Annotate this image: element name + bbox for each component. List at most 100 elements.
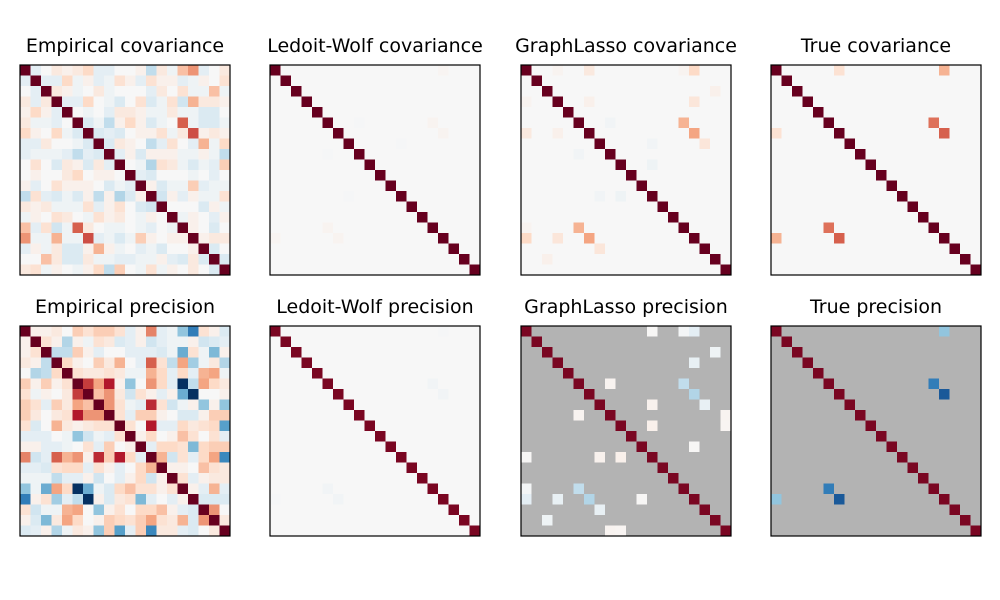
heatmap-cell: [897, 504, 908, 516]
heatmap-cell: [876, 515, 887, 526]
heatmap-cell: [552, 483, 564, 495]
heatmap-cell: [135, 149, 147, 160]
heatmap-cell: [689, 504, 700, 516]
heatmap-cell: [710, 389, 721, 400]
heatmap-cell: [385, 264, 397, 276]
heatmap-cell: [710, 222, 721, 234]
heatmap-cell: [333, 212, 344, 223]
heatmap-cell: [62, 483, 73, 495]
heatmap-cell: [949, 233, 961, 244]
heatmap-cell: [104, 410, 115, 421]
heatmap-cell: [280, 378, 292, 390]
heatmap-cell: [970, 233, 982, 244]
heatmap-cell: [62, 389, 73, 400]
heatmap-cell: [781, 326, 793, 337]
heatmap-cell: [41, 483, 52, 495]
heatmap-cell: [813, 504, 824, 516]
heatmap-cell: [573, 504, 585, 516]
heatmap-cell: [62, 96, 73, 108]
heatmap-cell: [72, 212, 84, 223]
heatmap-cell: [865, 431, 877, 442]
heatmap-cell: [83, 107, 94, 118]
heatmap-cell: [636, 233, 648, 244]
heatmap-cell: [855, 233, 866, 244]
axes-frame: [520, 64, 732, 276]
heatmap-title: True covariance: [800, 35, 952, 57]
heatmap-cell: [364, 96, 376, 108]
heatmap-cell: [280, 149, 292, 160]
heatmap-cell: [209, 138, 220, 150]
heatmap-cell: [459, 378, 470, 390]
heatmap-cell: [720, 170, 732, 181]
heatmap-cell: [177, 159, 189, 171]
heatmap-cell: [563, 420, 574, 432]
heatmap-cell: [51, 138, 63, 150]
heatmap-cell: [385, 494, 397, 505]
heatmap-cell: [322, 494, 334, 505]
heatmap-cell: [552, 138, 564, 150]
heatmap-cell: [188, 107, 199, 118]
heatmap-cell: [710, 65, 721, 76]
heatmap-cell: [406, 525, 418, 537]
heatmap-cell: [83, 159, 94, 171]
heatmap-cell: [364, 128, 376, 139]
heatmap-cell: [720, 243, 732, 255]
heatmap-cell: [364, 368, 376, 379]
heatmap-cell: [354, 86, 365, 97]
heatmap-cell: [552, 389, 564, 400]
heatmap-cell: [573, 180, 585, 192]
heatmap-cell: [469, 107, 481, 118]
heatmap-cell: [970, 494, 982, 505]
heatmap-cell: [928, 410, 940, 421]
heatmap-cell: [636, 326, 648, 337]
heatmap-cell: [710, 233, 721, 244]
heatmap-cell: [417, 420, 428, 432]
heatmap-cell: [699, 410, 711, 421]
heatmap-cell: [219, 264, 231, 276]
heatmap-cell: [626, 462, 637, 474]
heatmap-cell: [855, 326, 866, 337]
heatmap-cell: [710, 191, 721, 202]
heatmap-cell: [167, 149, 178, 160]
heatmap-cell: [918, 473, 929, 484]
heatmap-cell: [563, 180, 574, 192]
heatmap-cell: [668, 65, 679, 76]
heatmap-cell: [20, 389, 31, 400]
heatmap-cell: [615, 357, 627, 369]
heatmap-cell: [626, 410, 637, 421]
heatmap-cell: [605, 504, 616, 516]
heatmap-cell: [542, 326, 553, 337]
heatmap-cell: [280, 191, 292, 202]
heatmap-cell: [333, 243, 344, 255]
heatmap-cell: [333, 336, 344, 348]
heatmap-cell: [876, 96, 887, 108]
heatmap-cell: [30, 347, 42, 358]
heatmap-cell: [125, 159, 136, 171]
heatmap-cell: [417, 347, 428, 358]
heatmap-cell: [781, 357, 793, 369]
heatmap-cell: [907, 65, 919, 76]
heatmap-cell: [62, 159, 73, 171]
heatmap-cell: [41, 233, 52, 244]
heatmap-cell: [771, 191, 782, 202]
heatmap-cell: [531, 431, 543, 442]
heatmap-cell: [928, 378, 940, 390]
heatmap-cell: [813, 420, 824, 432]
heatmap-cell: [135, 191, 147, 202]
heatmap-cell: [657, 368, 669, 379]
heatmap-cell: [636, 452, 648, 463]
heatmap-cell: [62, 504, 73, 516]
heatmap-cell: [198, 233, 210, 244]
heatmap-cell: [198, 494, 210, 505]
heatmap-cell: [51, 420, 63, 432]
heatmap-cell: [928, 117, 940, 129]
heatmap-cell: [448, 149, 460, 160]
heatmap-cell: [333, 222, 344, 234]
heatmap-cell: [594, 410, 606, 421]
heatmap-cell: [563, 117, 574, 129]
heatmap-cell: [949, 75, 961, 87]
heatmap-cell: [322, 357, 334, 369]
heatmap-cell: [689, 149, 700, 160]
heatmap-cell: [876, 483, 887, 495]
heatmap-cell: [960, 368, 971, 379]
